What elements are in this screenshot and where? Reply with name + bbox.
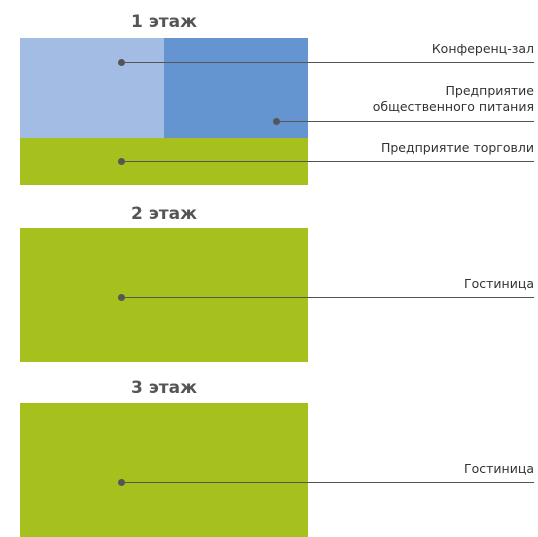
floor-3-hotel-zone[interactable] — [20, 403, 308, 537]
conference-hall-leader-line — [121, 62, 534, 63]
catering-zone[interactable] — [164, 38, 308, 138]
floor-2-hotel-zone[interactable] — [20, 228, 308, 362]
trade-label: Предприятие торговли — [380, 140, 534, 155]
floor-1-title: 1 этаж — [130, 12, 198, 32]
catering-label-line-2: общественного питания — [372, 99, 534, 114]
conference-hall-label: Конференц-зал — [431, 41, 534, 56]
floor-2-hotel-label: Гостиница — [463, 276, 534, 291]
catering-label-line-1: Предприятие — [445, 83, 534, 98]
catering-leader-line — [276, 121, 534, 122]
floor-3-hotel-leader-line — [121, 482, 534, 483]
trade-leader-line — [121, 161, 534, 162]
floor-2-hotel-leader-line — [121, 297, 534, 298]
floor-2-title: 2 этаж — [130, 204, 198, 224]
floor-3-hotel-label: Гостиница — [463, 461, 534, 476]
floor-3-title: 3 этаж — [130, 378, 198, 398]
conference-hall-zone[interactable] — [20, 38, 164, 138]
